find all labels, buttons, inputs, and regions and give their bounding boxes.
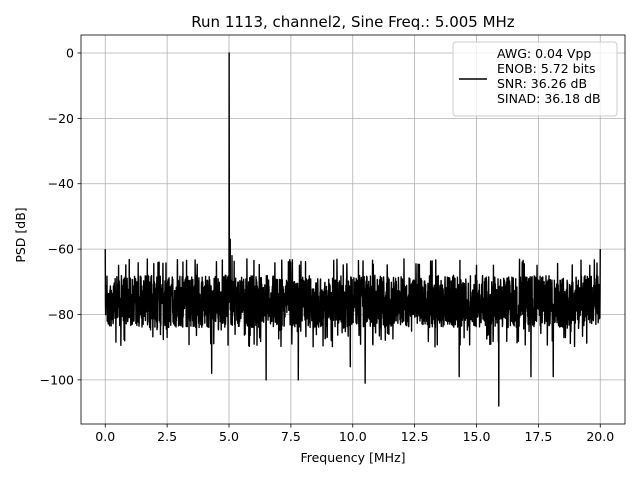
psd-series-line [104,52,601,407]
y-tick-label: −80 [48,307,74,322]
legend-text-line: SINAD: 36.18 dB [497,91,601,106]
legend-text-line: ENOB: 5.72 bits [497,61,595,76]
legend-box [452,41,618,117]
y-tick-label: −60 [48,242,74,257]
ticks: 0.0 2.5 5.0 7.5 10.0 12.5 15.0 17.5 20.0 0 −20 −40 −… [40,45,615,444]
legend-text-line: SNR: 36.26 dB [497,76,587,91]
y-tick-label: −40 [48,176,74,191]
x-tick-label: 10.0 [339,429,367,444]
y-axis-label: PSD [dB] [13,207,28,262]
y-tick-label: 0 [66,45,74,60]
x-tick-label: 7.5 [281,429,301,444]
x-axis-label: Frequency [MHz] [300,450,405,465]
x-tick-label: 12.5 [401,429,429,444]
x-tick-label: 20.0 [586,429,614,444]
x-tick-label: 17.5 [524,429,552,444]
chart-title: Run 1113, channel2, Sine Freq.: 5.005 MH… [191,13,515,31]
y-tick-label: −100 [40,372,74,387]
series-layer [104,52,601,407]
x-tick-label: 5.0 [219,429,239,444]
x-tick-label: 2.5 [157,429,177,444]
legend-text-line: AWG: 0.04 Vpp [497,46,591,61]
x-tick-label: 15.0 [463,429,491,444]
x-tick-label: 0.0 [95,429,115,444]
y-tick-label: −20 [48,111,74,126]
